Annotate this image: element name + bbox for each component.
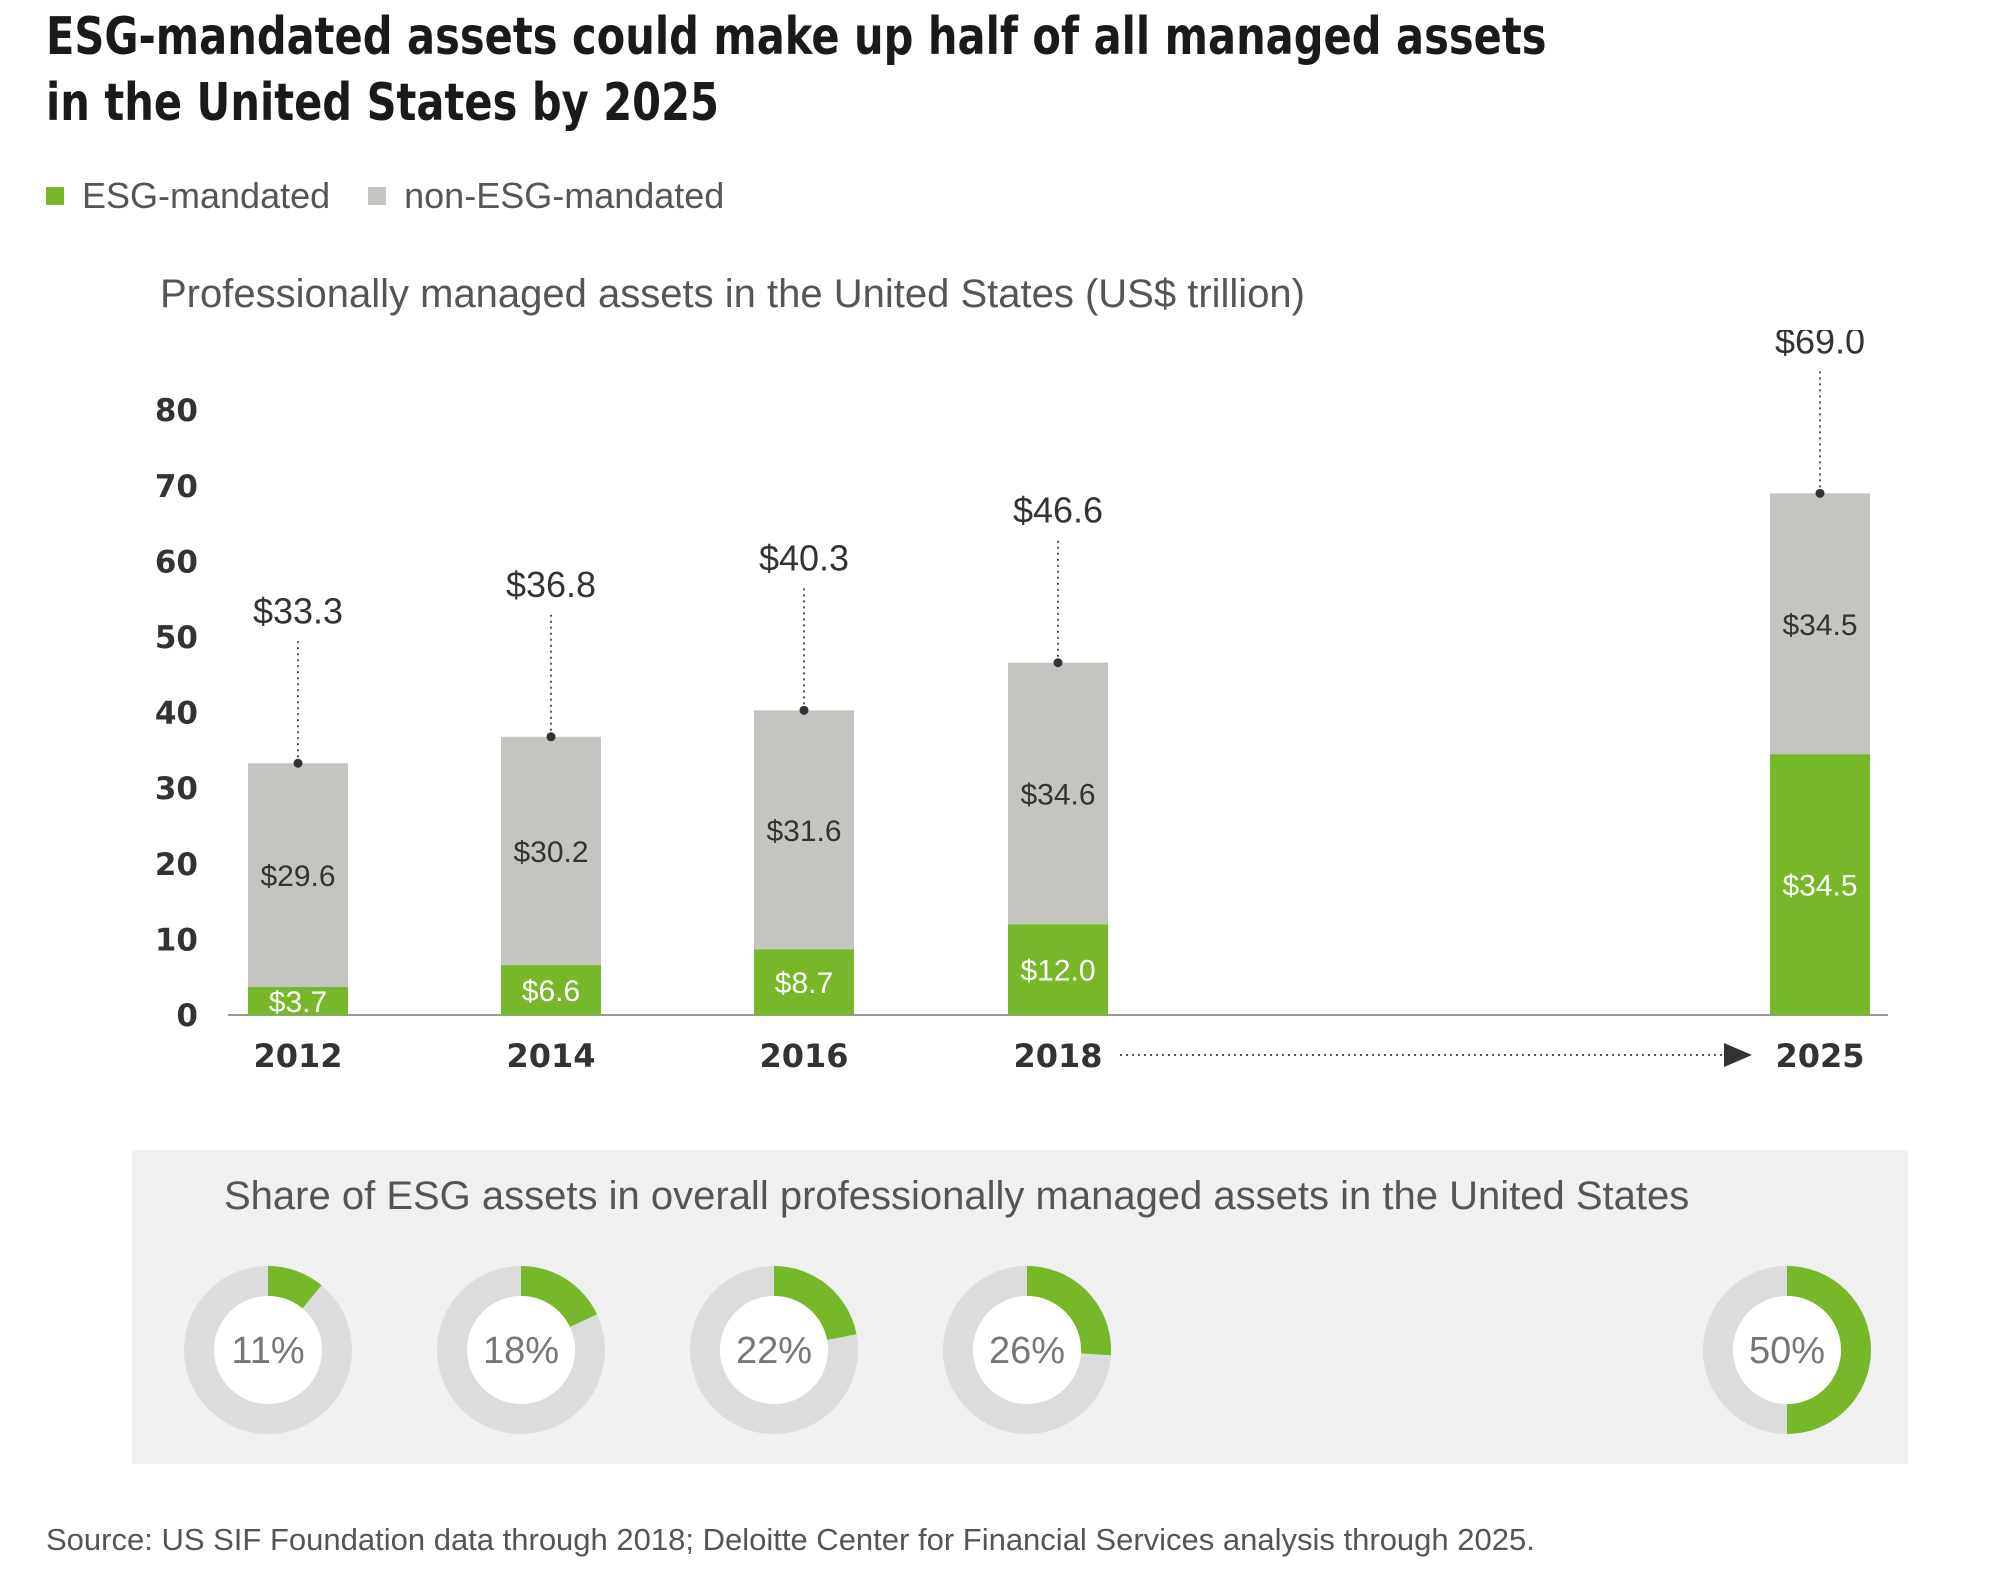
bar-non-esg-2018: [1008, 662, 1108, 925]
donut-center-2014: [467, 1296, 575, 1404]
y-tick-label-50: 50: [155, 620, 198, 656]
total-marker-2018: [1053, 658, 1063, 668]
bar-esg-2018: [1008, 924, 1108, 1015]
donut-center-2012: [214, 1296, 322, 1404]
bar-label-non-esg-2016: $31.6: [766, 815, 841, 848]
donut-label-2018: 26%: [989, 1330, 1065, 1372]
y-tick-label-0: 0: [176, 998, 198, 1034]
y-tick-label-10: 10: [155, 922, 198, 958]
stacked-bar-chart: 0 10 20 30 40 50 60 70 80 $3.7 $29.6 $33.3 2012 $6.6 $…: [155, 330, 1888, 1075]
bar-esg-2016: [754, 949, 854, 1015]
bar-label-esg-2016: $8.7: [775, 967, 833, 1000]
donut-esg-segment-2018: [1027, 1266, 1111, 1356]
y-tick-label-80: 80: [155, 393, 198, 429]
total-label-2012: $33.3: [253, 590, 343, 631]
y-tick-label-60: 60: [155, 544, 198, 580]
share-panel-title: Share of ESG assets in overall professio…: [224, 1174, 1690, 1218]
bar-esg-2012: [248, 987, 348, 1015]
bar-non-esg-2014: [501, 736, 601, 966]
donut-esg-segment-2016: [774, 1266, 857, 1340]
bar-non-esg-2016: [754, 710, 854, 950]
x-tick-label-2018: 2018: [1013, 1037, 1102, 1075]
legend-item-non-esg: non-ESG-mandated: [368, 175, 724, 217]
donut-esg-segment-2014: [521, 1266, 598, 1328]
bar-esg-2025: [1770, 754, 1870, 1015]
bar-chart-subtitle: Professionally managed assets in the Uni…: [160, 272, 1305, 316]
total-marker-2016: [799, 705, 809, 715]
bar-non-esg-2012: [248, 763, 348, 988]
bar-label-non-esg-2025: $34.5: [1782, 609, 1857, 642]
legend-label-non-esg: non-ESG-mandated: [404, 175, 725, 216]
donut-label-2012: 11%: [231, 1330, 304, 1372]
donut-center-2018: [973, 1296, 1081, 1404]
donut-center-2016: [720, 1296, 828, 1404]
x-tick-label-2016: 2016: [759, 1037, 848, 1075]
total-label-2025: $69.0: [1775, 330, 1865, 361]
total-marker-2025: [1815, 488, 1825, 498]
donut-charts: 11% 18% 22% 26% 50%: [184, 1266, 1871, 1434]
donut-label-2016: 22%: [736, 1330, 812, 1372]
bar-label-esg-2014: $6.6: [522, 975, 580, 1008]
source-note: Source: US SIF Foundation data through 2…: [46, 1522, 1535, 1557]
donut-esg-segment-2012: [268, 1266, 322, 1309]
bar-esg-2014: [501, 965, 601, 1015]
y-tick-label-30: 30: [155, 771, 198, 807]
x-tick-label-2025: 2025: [1775, 1037, 1864, 1075]
bar-label-non-esg-2018: $34.6: [1020, 778, 1095, 811]
bar-non-esg-2025: [1770, 493, 1870, 755]
donut-esg-segment-2025: [1787, 1266, 1871, 1434]
total-label-2016: $40.3: [759, 537, 849, 578]
x-tick-label-2014: 2014: [506, 1037, 595, 1075]
legend-item-esg: ESG-mandated: [46, 175, 330, 217]
total-label-2018: $46.6: [1013, 490, 1103, 531]
legend-swatch-esg: [46, 187, 64, 205]
legend-swatch-non-esg: [368, 187, 387, 205]
donut-center-2025: [1733, 1296, 1841, 1404]
y-tick-label-20: 20: [155, 847, 198, 883]
bar-label-esg-2012: $3.7: [269, 986, 327, 1019]
share-panel: Share of ESG assets in overall professio…: [132, 1150, 1908, 1464]
donut-label-2014: 18%: [483, 1330, 559, 1372]
total-label-2014: $36.8: [506, 564, 596, 605]
bar-label-non-esg-2014: $30.2: [513, 836, 588, 869]
bar-label-esg-2025: $34.5: [1782, 870, 1857, 903]
y-tick-label-40: 40: [155, 696, 198, 732]
y-tick-label-70: 70: [155, 469, 198, 505]
legend-label-esg: ESG-mandated: [82, 175, 331, 216]
total-marker-2014: [546, 732, 556, 742]
x-tick-label-2012: 2012: [253, 1037, 342, 1075]
total-marker-2012: [293, 758, 303, 768]
projection-arrow-head: [1724, 1043, 1752, 1067]
bar-label-non-esg-2012: $29.6: [260, 860, 335, 893]
chart-title: ESG-mandated assets could make up half o…: [46, 7, 1547, 133]
legend: ESG-mandated non-ESG-mandated: [46, 174, 762, 218]
donut-label-2025: 50%: [1749, 1330, 1825, 1372]
bar-label-esg-2018: $12.0: [1020, 955, 1095, 988]
